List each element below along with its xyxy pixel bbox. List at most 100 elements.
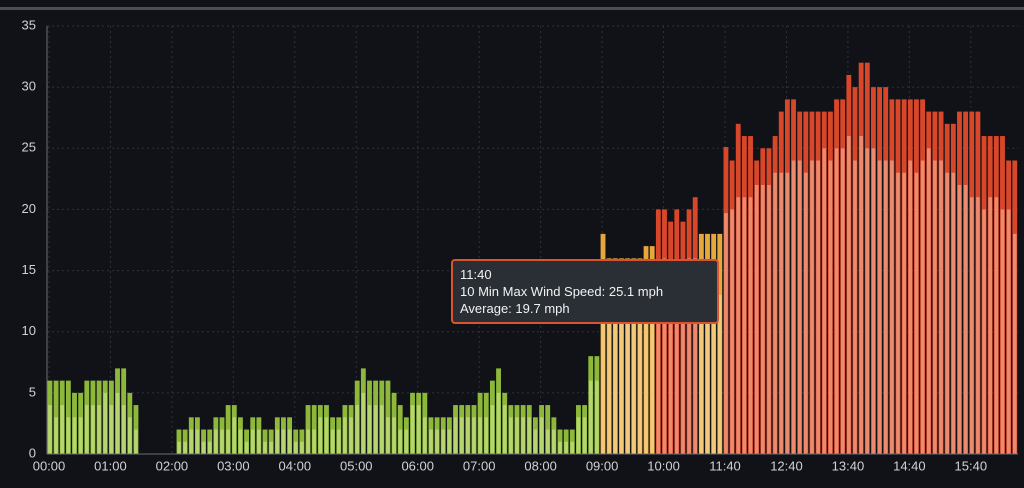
- average-bar: [515, 417, 519, 454]
- average-bar: [54, 417, 58, 454]
- average-bar: [398, 429, 403, 454]
- tooltip: 11:40 10 Min Max Wind Speed: 25.1 mph Av…: [451, 259, 719, 324]
- average-bar: [183, 441, 187, 454]
- average-bar: [760, 184, 765, 454]
- average-bar: [804, 172, 808, 454]
- average-bar: [459, 417, 464, 454]
- average-bar: [484, 417, 489, 454]
- y-tick-label: 0: [29, 445, 36, 460]
- average-bar: [662, 258, 667, 454]
- average-bar: [724, 213, 728, 454]
- average-bar: [238, 429, 243, 454]
- average-bar: [570, 441, 575, 454]
- average-bar: [656, 270, 661, 454]
- average-bar: [933, 160, 937, 454]
- average-bar: [509, 417, 513, 454]
- average-bar: [865, 148, 870, 455]
- average-bar: [367, 405, 372, 454]
- average-bar: [97, 405, 101, 454]
- average-bar: [847, 136, 851, 455]
- x-tick-label: 14:40: [893, 458, 926, 473]
- average-bar: [595, 380, 599, 454]
- x-tick-label: 00:00: [33, 458, 66, 473]
- average-bar: [220, 429, 224, 454]
- average-bar: [588, 380, 593, 454]
- average-bar: [613, 307, 618, 454]
- average-bar: [343, 417, 347, 454]
- average-bar: [705, 295, 710, 454]
- average-bar: [902, 172, 906, 454]
- average-bar: [539, 417, 544, 454]
- average-bar: [103, 392, 108, 454]
- max-bar: [385, 380, 391, 454]
- average-bar: [582, 417, 587, 454]
- average-bar: [226, 429, 230, 454]
- average-bar: [379, 405, 384, 454]
- average-bar: [521, 417, 525, 454]
- average-bar: [78, 417, 83, 454]
- average-bar: [410, 405, 415, 454]
- average-bar: [275, 429, 280, 454]
- average-bar: [816, 160, 820, 454]
- average-bar: [336, 429, 341, 454]
- max-bar: [65, 380, 71, 454]
- average-bar: [877, 160, 882, 454]
- average-bar: [244, 441, 249, 454]
- average-bar: [890, 160, 894, 454]
- average-bar: [349, 417, 353, 454]
- average-bar: [453, 417, 458, 454]
- y-tick-label: 10: [22, 323, 36, 338]
- average-bar: [472, 417, 476, 454]
- average-bar: [330, 429, 335, 454]
- average-bar: [361, 392, 366, 454]
- x-tick-label: 04:00: [279, 458, 312, 473]
- average-bar: [754, 184, 759, 454]
- average-bar: [687, 258, 691, 454]
- average-bar: [72, 417, 77, 454]
- average-bar: [883, 160, 888, 454]
- average-bar: [619, 295, 624, 454]
- average-bar: [791, 160, 796, 454]
- average-bar: [490, 405, 495, 454]
- average-bar: [48, 405, 52, 454]
- average-bar: [607, 295, 611, 454]
- average-bar: [797, 160, 802, 454]
- average-bar: [896, 172, 900, 454]
- average-bar: [134, 429, 138, 454]
- max-bar: [53, 380, 59, 454]
- average-bar: [429, 429, 433, 454]
- tooltip-line: 10 Min Max Wind Speed: 25.1 mph: [460, 284, 664, 299]
- average-bar: [177, 441, 181, 454]
- average-bar: [810, 160, 814, 454]
- average-bar: [908, 160, 913, 454]
- average-bar: [250, 429, 255, 454]
- average-bar: [478, 417, 482, 454]
- average-bar: [939, 160, 943, 454]
- average-bar: [779, 172, 784, 454]
- tooltip-line: 11:40: [460, 267, 492, 282]
- average-bar: [84, 405, 89, 454]
- x-tick-label: 06:00: [401, 458, 434, 473]
- x-tick-label: 08:00: [524, 458, 557, 473]
- average-bar: [773, 172, 777, 454]
- average-bar: [601, 282, 605, 454]
- average-bar: [644, 282, 648, 454]
- average-bar: [693, 258, 698, 454]
- average-bar: [115, 392, 120, 454]
- average-bar: [441, 429, 446, 454]
- y-tick-label: 25: [22, 140, 36, 155]
- x-tick-label: 03:00: [217, 458, 250, 473]
- average-bar: [920, 160, 925, 454]
- x-tick-label: 02:00: [156, 458, 189, 473]
- x-tick-label: 10:00: [647, 458, 680, 473]
- average-bar: [748, 197, 753, 454]
- x-tick-label: 05:00: [340, 458, 373, 473]
- average-bar: [502, 405, 507, 454]
- average-bar: [945, 172, 949, 454]
- y-tick-label: 20: [22, 201, 36, 216]
- average-bar: [711, 282, 716, 454]
- average-bar: [232, 417, 237, 454]
- x-tick-label: 07:00: [463, 458, 496, 473]
- average-bar: [257, 429, 261, 454]
